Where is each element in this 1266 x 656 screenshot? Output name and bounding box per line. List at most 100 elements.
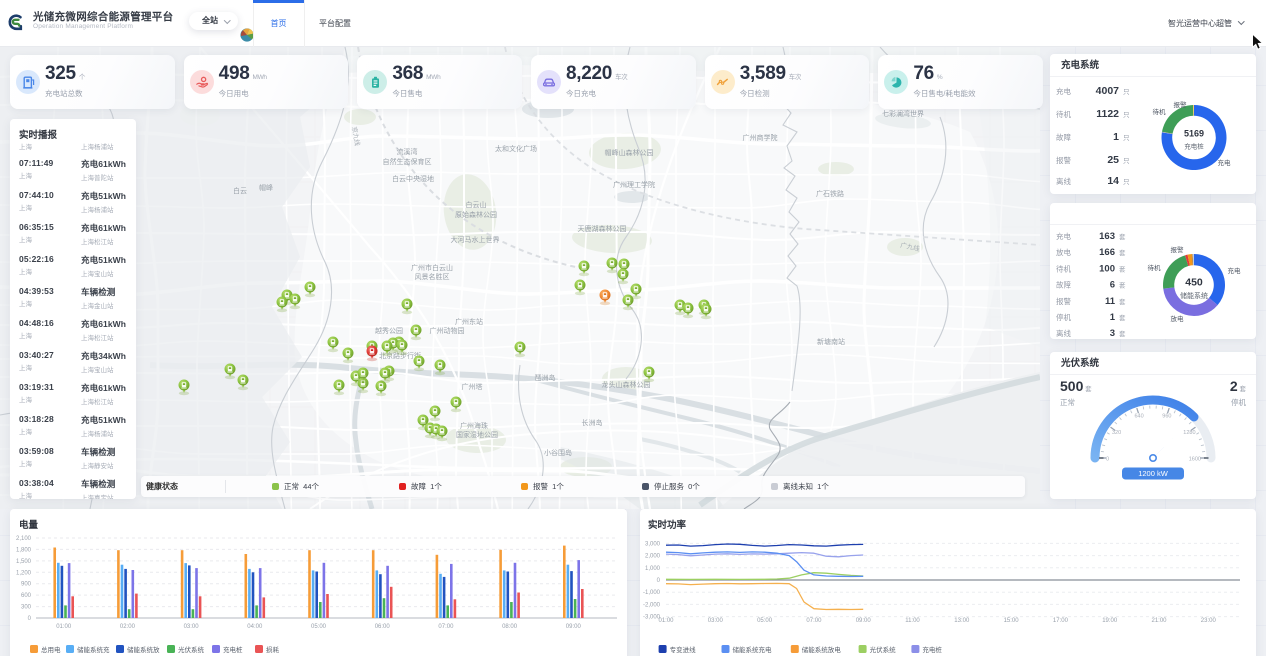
svg-text:待机: 待机 (1153, 107, 1167, 116)
svg-text:1,000: 1,000 (645, 566, 661, 572)
svg-text:-3,000: -3,000 (643, 615, 661, 621)
svg-text:只: 只 (1123, 157, 1130, 165)
svg-text:5169: 5169 (1184, 129, 1204, 139)
svg-text:流溪湾: 流溪湾 (397, 147, 418, 156)
svg-text:自然生态保育区: 自然生态保育区 (383, 157, 432, 166)
svg-text:广州东站: 广州东站 (455, 317, 483, 326)
svg-text:02:00: 02:00 (120, 624, 136, 630)
svg-text:03:00: 03:00 (708, 618, 724, 624)
svg-text:500 套: 500 套 (1060, 380, 1092, 394)
svg-text:套: 套 (1119, 281, 1126, 290)
svg-text:3: 3 (1110, 328, 1115, 339)
svg-text:帽峰: 帽峰 (259, 183, 273, 192)
svg-text:白云山: 白云山 (466, 200, 487, 209)
svg-text:风景名胜区: 风景名胜区 (415, 272, 450, 281)
svg-text:套: 套 (1119, 297, 1126, 306)
svg-text:充电桩: 充电桩 (922, 645, 942, 654)
svg-text:广州商学院: 广州商学院 (743, 133, 778, 142)
svg-text:640: 640 (1135, 414, 1144, 420)
svg-text:04:00: 04:00 (247, 624, 263, 630)
svg-text:1280: 1280 (1183, 430, 1195, 436)
svg-text:-2,000: -2,000 (643, 602, 661, 608)
svg-text:待机: 待机 (1148, 263, 1162, 272)
svg-text:100: 100 (1099, 263, 1115, 274)
svg-text:七彩澜湾世界: 七彩澜湾世界 (882, 109, 924, 118)
svg-text:15:00: 15:00 (1004, 618, 1020, 624)
svg-text:故障: 故障 (1056, 132, 1072, 142)
svg-text:琶洲岛: 琶洲岛 (535, 373, 556, 382)
svg-text:1: 1 (1113, 131, 1119, 143)
svg-text:长洲岛: 长洲岛 (582, 418, 603, 427)
svg-text:1122: 1122 (1096, 108, 1119, 120)
svg-text:充电: 充电 (1228, 266, 1242, 275)
svg-text:原始森林公园: 原始森林公园 (455, 210, 497, 219)
svg-text:报警: 报警 (1171, 245, 1185, 254)
svg-text:13:00: 13:00 (954, 618, 970, 624)
svg-text:储能系统: 储能系统 (1180, 291, 1208, 300)
svg-text:0: 0 (1106, 457, 1109, 463)
svg-text:专变进线: 专变进线 (670, 645, 697, 654)
svg-text:龙头山森林公园: 龙头山森林公园 (602, 380, 651, 389)
svg-text:停机: 停机 (1056, 312, 1072, 322)
svg-text:广州海珠: 广州海珠 (460, 421, 488, 430)
svg-text:01:00: 01:00 (56, 624, 72, 630)
svg-text:900: 900 (21, 582, 32, 588)
svg-text:09:00: 09:00 (566, 624, 582, 630)
svg-text:充电: 充电 (1218, 158, 1232, 167)
svg-text:广州市白云山: 广州市白云山 (411, 263, 453, 272)
svg-text:14: 14 (1107, 175, 1119, 187)
svg-text:166: 166 (1099, 247, 1115, 258)
svg-text:只: 只 (1123, 178, 1130, 186)
svg-text:300: 300 (21, 605, 32, 611)
svg-text:离线: 离线 (1056, 176, 1072, 186)
svg-text:1: 1 (1110, 312, 1116, 323)
svg-text:光伏系统: 光伏系统 (178, 645, 205, 654)
svg-text:帽峰山森林公园: 帽峰山森林公园 (605, 148, 654, 157)
svg-text:广州理工学院: 广州理工学院 (613, 180, 655, 189)
svg-text:11:00: 11:00 (905, 618, 920, 624)
svg-text:0: 0 (28, 616, 32, 622)
svg-text:2,000: 2,000 (645, 554, 661, 560)
svg-text:1600: 1600 (1189, 457, 1201, 463)
svg-text:天鹿湖森林公园: 天鹿湖森林公园 (578, 224, 627, 233)
svg-text:05:00: 05:00 (757, 618, 773, 624)
svg-text:停机: 停机 (1231, 397, 1247, 407)
svg-text:06:00: 06:00 (375, 624, 391, 630)
svg-text:报警: 报警 (1056, 155, 1072, 165)
svg-text:充电: 充电 (1056, 231, 1072, 241)
svg-text:套: 套 (1119, 248, 1126, 257)
svg-text:960: 960 (1162, 414, 1171, 420)
svg-text:故障: 故障 (1056, 280, 1072, 290)
svg-text:广州塔: 广州塔 (462, 382, 483, 391)
svg-text:320: 320 (1112, 430, 1121, 436)
svg-text:越秀公园: 越秀公园 (375, 326, 403, 335)
svg-text:太和文化广场: 太和文化广场 (495, 144, 537, 153)
svg-text:3,000: 3,000 (645, 541, 661, 547)
svg-text:充电桩: 充电桩 (1184, 142, 1204, 151)
svg-text:报警: 报警 (1174, 100, 1188, 109)
svg-text:北京路步行街: 北京路步行街 (379, 351, 421, 360)
svg-text:白云: 白云 (233, 186, 247, 195)
svg-text:储能系统充: 储能系统充 (77, 645, 110, 654)
svg-text:23:00: 23:00 (1201, 618, 1217, 624)
svg-text:储能系统放: 储能系统放 (127, 645, 160, 654)
svg-text:0: 0 (657, 578, 661, 584)
svg-text:套: 套 (1119, 232, 1126, 241)
svg-text:05:00: 05:00 (311, 624, 327, 630)
svg-text:大河马水上世界: 大河马水上世界 (451, 235, 500, 244)
svg-text:01:00: 01:00 (658, 618, 674, 624)
svg-text:离线: 离线 (1056, 328, 1072, 338)
svg-text:2 套: 2 套 (1230, 380, 1247, 394)
svg-text:只: 只 (1123, 111, 1130, 119)
svg-text:损耗: 损耗 (266, 645, 280, 654)
svg-text:光伏系统: 光伏系统 (870, 645, 897, 654)
svg-text:放电: 放电 (1056, 247, 1072, 257)
svg-text:6: 6 (1110, 280, 1115, 291)
svg-text:03:00: 03:00 (184, 624, 200, 630)
svg-text:只: 只 (1123, 88, 1130, 96)
svg-text:充电桩: 充电桩 (223, 645, 243, 654)
svg-text:11: 11 (1105, 296, 1116, 307)
svg-text:总用电: 总用电 (41, 645, 61, 654)
svg-text:待机: 待机 (1056, 109, 1072, 119)
svg-text:1,500: 1,500 (16, 559, 32, 565)
